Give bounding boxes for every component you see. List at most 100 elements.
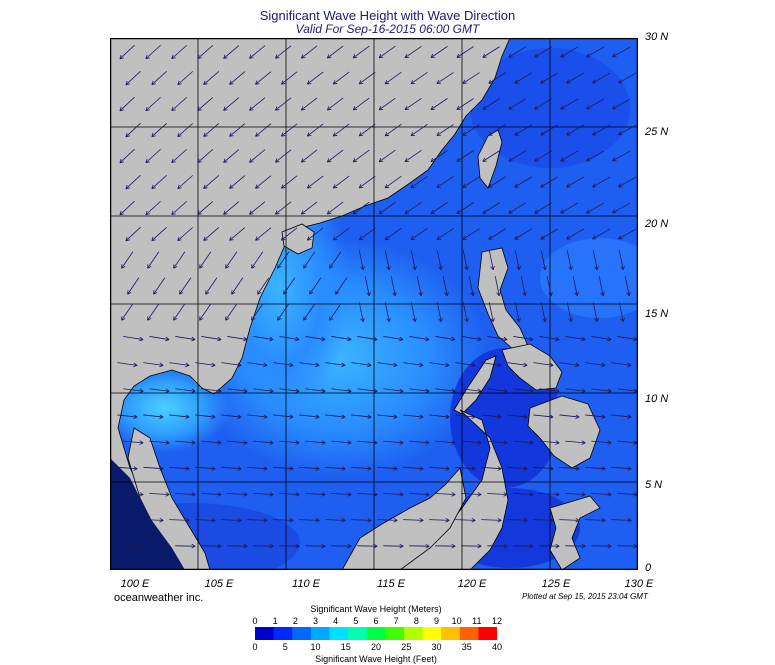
wave-arrow-head [399,494,404,497]
wave-arrow-head [125,135,130,138]
wave-arrow-head [373,390,378,394]
wave-arrow-head [347,440,352,444]
wave-arrow-head [464,318,468,323]
wave-arrow [151,226,167,242]
wave-arrow-head [529,543,534,547]
wave-arrow-head [243,543,248,547]
wave-arrow [540,124,559,136]
wave-arrow-head [199,266,204,269]
wave-arrow-head [307,239,312,241]
wave-arrow-head [414,317,417,322]
wave-arrow-head [275,106,278,111]
wave-arrow-head [560,53,564,58]
wave-arrow-head [358,236,362,241]
wave-arrow [585,519,606,521]
wave-arrow [592,176,611,188]
wave-arrow-head [295,545,300,549]
wave-arrow-head [586,157,589,162]
wave-arrow [560,98,579,110]
wave-arrow [383,440,404,444]
wave-arrow [377,466,398,470]
wave-arrow [223,97,240,111]
wave-arrow-head [425,545,430,549]
wave-arrow [151,70,167,86]
wave-arrow [305,388,326,392]
wave-arrow-head [633,545,638,549]
wave-arrow-head [358,184,362,189]
wave-arrow-head [133,362,138,366]
wave-arrow-head [133,468,138,471]
wave-arrow [201,388,222,392]
wave-arrow [617,440,638,444]
wave-arrow-head [550,291,553,296]
colorbar-feet-tick: 20 [370,642,381,652]
wave-arrow [462,72,480,84]
wave-arrow-head [243,442,248,445]
wave-arrow-head [321,543,326,547]
wave-arrow [513,493,534,495]
wave-arrow-head [341,466,346,470]
wave-arrow-head [451,545,456,549]
wave-arrow-head [281,239,286,241]
wave-arrow [145,44,161,60]
wave-arrow [409,493,430,495]
wave-arrow-head [125,80,128,85]
wave-arrow [481,362,502,366]
wave-arrow [468,276,474,296]
wave-arrow-head [388,317,391,322]
wave-arrow [513,336,534,340]
wave-arrow [117,519,138,521]
land-borneo-west [341,467,467,570]
wave-arrow [169,519,190,521]
wave-arrow-head [360,318,364,323]
wave-arrow [327,97,344,111]
wave-arrow [117,362,138,366]
wave-arrow-head [596,317,599,322]
wave-arrow-head [503,440,508,444]
wave-arrow [488,124,506,136]
wave-arrow [179,277,192,295]
colorbar-swatch [273,627,293,640]
wave-arrow-head [329,266,334,269]
wave-arrow [617,336,638,340]
wave-arrow-head [119,161,124,164]
wave-arrow-head [544,265,547,270]
wave-arrow-head [456,105,460,110]
wave-arrow-head [229,132,232,137]
wave-arrow-head [612,105,615,110]
wave-arrow-head [231,292,236,295]
wave-arrow-head [601,414,606,418]
wave-arrow [352,45,370,59]
wave-arrow-head [249,161,254,163]
wave-arrow [508,150,526,162]
colorbar-swatch [422,627,442,640]
wave-arrow-head [404,157,408,162]
wave-arrow [253,388,274,392]
wave-arrow [307,175,324,189]
wave-arrow-head [542,266,546,271]
wave-arrow [617,493,638,495]
wave-arrow [533,414,554,418]
wave-arrow-head [203,187,208,189]
wave-arrow-head [321,492,326,495]
wave-arrow-head [477,388,482,392]
wave-arrow-head [477,492,482,495]
wave-arrow-head [197,57,202,59]
wave-arrow-head [419,517,424,521]
wave-arrow-head [399,388,404,392]
colorbar-meters-tick: 9 [433,616,439,626]
wave-arrow-head [451,543,456,547]
wave-arrow-head [549,414,554,418]
wave-arrow [197,201,214,215]
wave-arrow [153,277,166,295]
colorbar-meters-tick: 7 [393,616,399,626]
wave-arrow-head [127,292,132,295]
wave-arrow-head [307,187,312,189]
wave-arrow-head [341,517,346,521]
wave-arrow [514,176,532,188]
wave-arrow [127,277,140,295]
wave-arrow-head [203,184,206,189]
wave-arrow-head [477,336,482,340]
wave-arrow-head [430,157,434,162]
land-masses [110,38,601,570]
